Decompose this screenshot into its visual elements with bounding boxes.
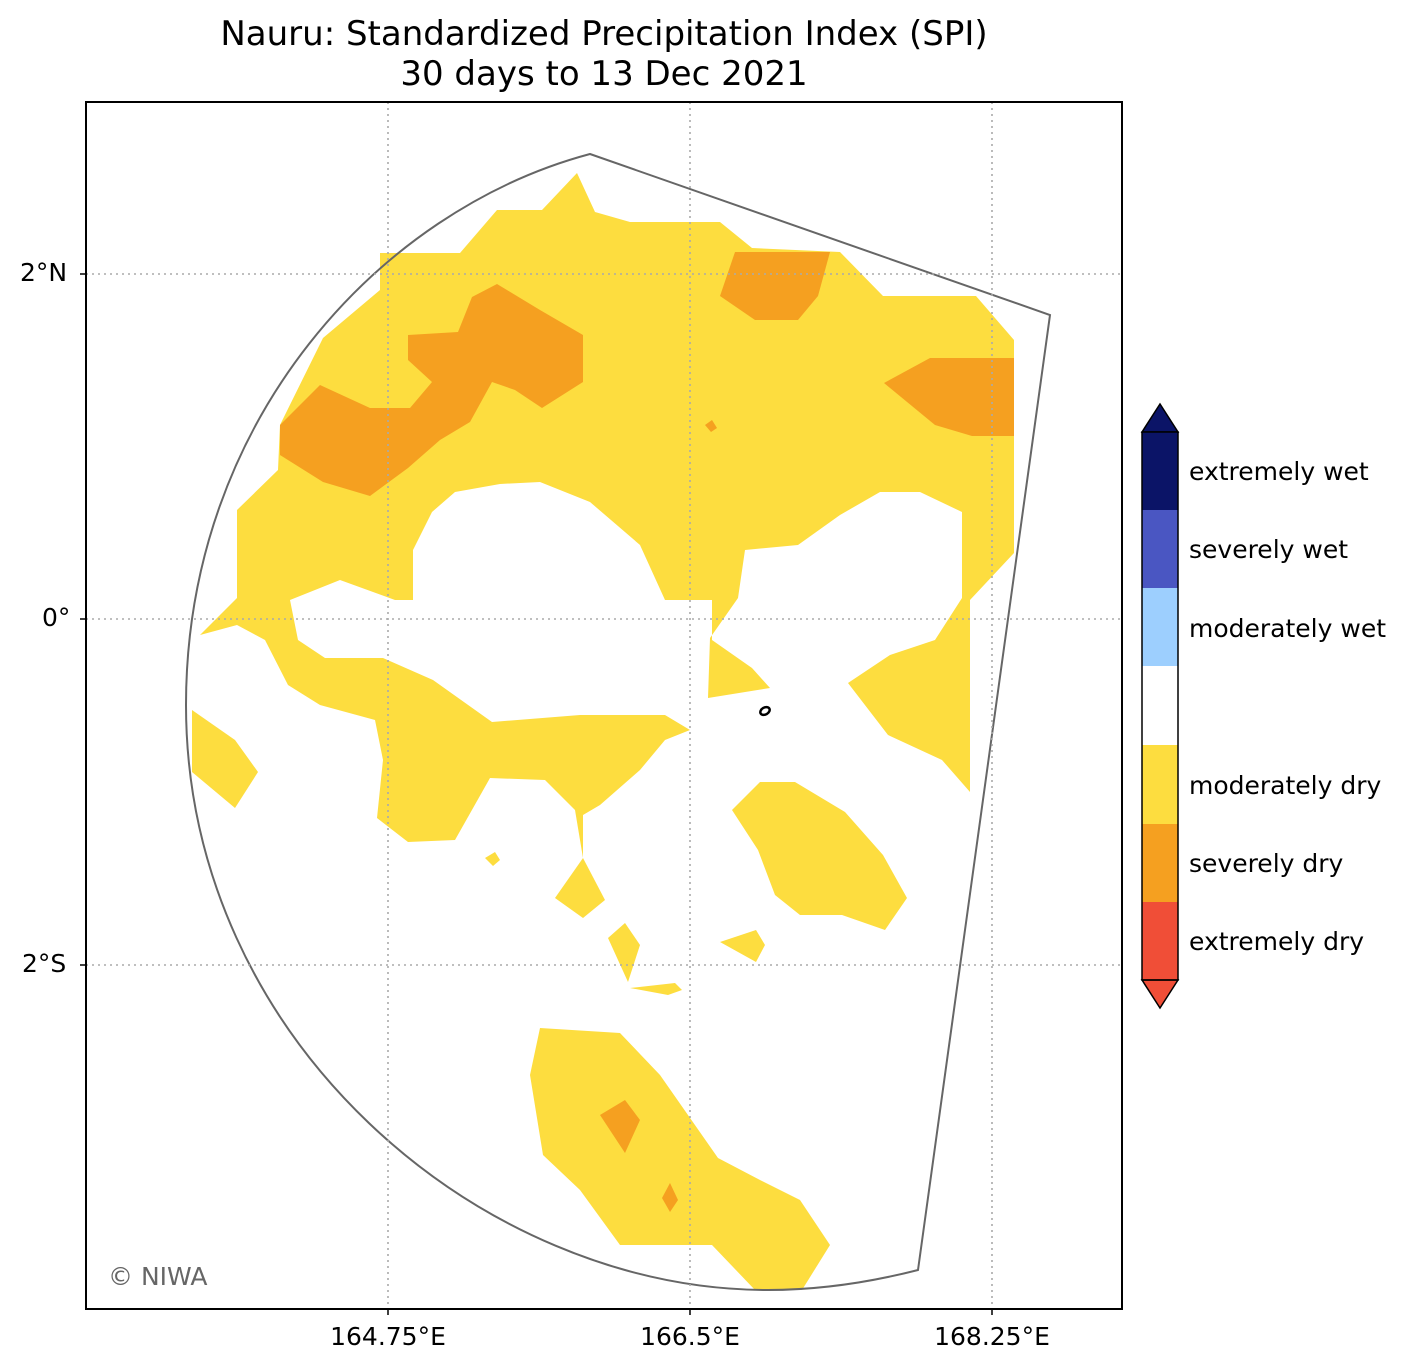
map-subtitle: 30 days to 13 Dec 2021 — [400, 54, 808, 94]
moderately-dry-region-east — [732, 782, 907, 930]
severely-dry-region — [280, 284, 583, 496]
colorbar-severely-wet — [1142, 510, 1178, 588]
eez-boundary — [184, 152, 1052, 1292]
colorbar — [1140, 402, 1180, 1010]
moderately-dry-spot — [720, 930, 765, 962]
lat-tick-label: 2°S — [22, 949, 67, 978]
lon-tick-label: 168.25°E — [934, 1322, 1050, 1351]
map-frame — [85, 101, 1123, 1310]
legend-label-severely-wet: severely wet — [1189, 535, 1349, 564]
colorbar-extend-top — [1140, 402, 1180, 433]
moderately-dry-spot — [608, 923, 640, 982]
colorbar-severely-dry — [1142, 824, 1178, 902]
legend-label-severely-dry: severely dry — [1189, 849, 1344, 878]
severely-dry-region — [884, 358, 1014, 436]
grid — [86, 102, 1122, 1309]
legend-label-extremely-dry: extremely dry — [1189, 927, 1365, 956]
lon-tick-label: 164.75°E — [330, 1322, 446, 1351]
severely-dry-spot — [662, 1183, 678, 1212]
map-title: Nauru: Standardized Precipitation Index … — [220, 14, 988, 54]
moderately-dry-spot — [630, 983, 682, 995]
legend-label-extremely-wet: extremely wet — [1189, 457, 1369, 486]
colorbar-near-normal — [1142, 666, 1178, 745]
moderately-dry-spot — [485, 852, 500, 866]
severely-dry-region — [720, 252, 830, 320]
colorbar-extremely-dry — [1142, 902, 1178, 980]
colorbar-extend-bottom — [1140, 979, 1180, 1010]
lat-tick-label: 0° — [42, 603, 71, 632]
moderately-dry-region-north — [200, 173, 1014, 858]
legend-label-moderately-dry: moderately dry — [1189, 771, 1382, 800]
colorbar-moderately-wet — [1142, 588, 1178, 666]
lon-tick-label: 166.5°E — [640, 1322, 740, 1351]
map-area — [86, 102, 1122, 1309]
axis-ticks — [80, 273, 993, 1315]
severely-dry-spot — [705, 420, 717, 432]
colorbar-extremely-wet — [1142, 432, 1178, 510]
moderately-dry-region-south — [530, 1028, 830, 1290]
moderately-dry-spot — [555, 858, 605, 918]
legend-label-moderately-wet: moderately wet — [1189, 614, 1386, 643]
colorbar-moderately-dry — [1142, 745, 1178, 824]
credit-text: © NIWA — [108, 1262, 208, 1291]
nauru-island — [759, 705, 771, 717]
moderately-dry-region-west — [192, 710, 258, 808]
severely-dry-region — [600, 1100, 640, 1153]
lat-tick-label: 2°N — [20, 258, 68, 287]
